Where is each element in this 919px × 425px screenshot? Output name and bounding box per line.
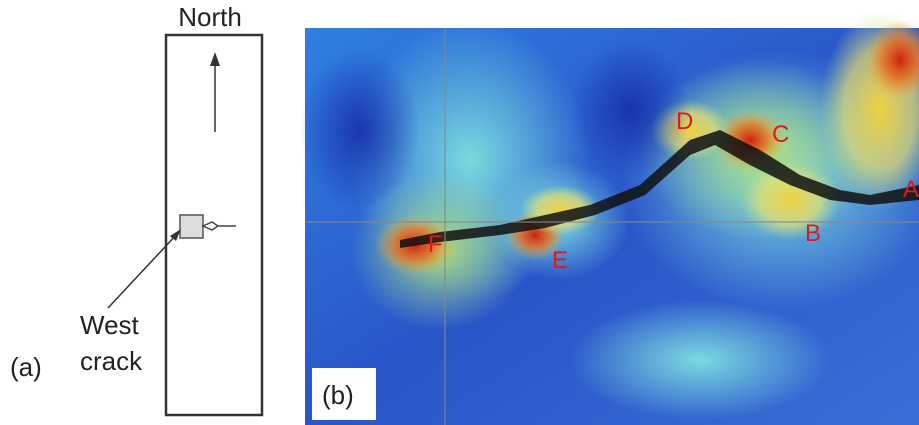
crack-label: West xyxy=(80,310,140,340)
crack-box xyxy=(180,215,203,238)
panel-b: A B C D E F (b) xyxy=(300,10,919,425)
map-region xyxy=(300,50,420,210)
north-label: North xyxy=(178,2,242,32)
panel-a: North West crack (a) xyxy=(10,2,262,415)
crack-symbol xyxy=(203,222,236,230)
map-region xyxy=(570,300,830,420)
point-label: F xyxy=(428,231,443,258)
panel-label: (b) xyxy=(322,380,354,410)
figure: North West crack (a) A B C xyxy=(0,0,919,425)
point-label: B xyxy=(805,220,821,247)
pointer-line xyxy=(108,233,178,308)
point-label: C xyxy=(772,121,789,148)
crack-label: crack xyxy=(80,346,143,376)
point-label: D xyxy=(676,108,693,135)
point-label: A xyxy=(903,176,919,203)
arrow-head xyxy=(210,52,220,66)
panel-label: (a) xyxy=(10,352,42,382)
point-label: E xyxy=(552,247,568,274)
